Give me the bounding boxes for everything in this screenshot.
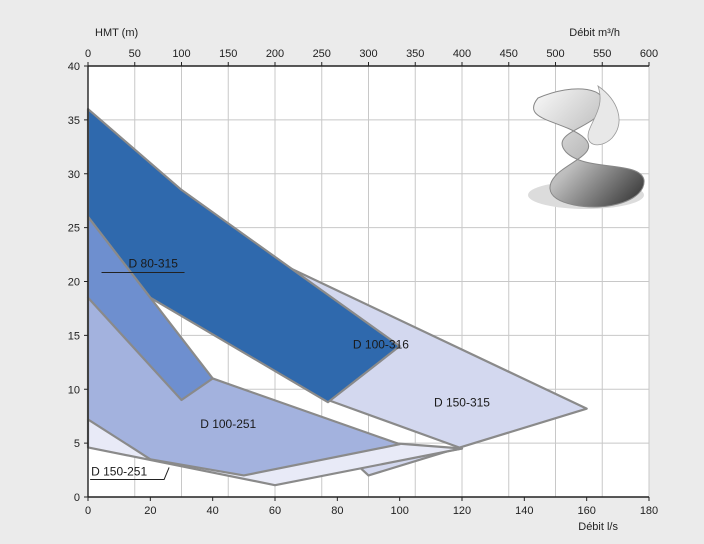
top-tick-label: 550 — [593, 48, 611, 60]
x-tick-label: 160 — [577, 505, 595, 517]
y-tick-label: 25 — [68, 223, 80, 235]
x-tick-label: 80 — [331, 505, 343, 517]
x-tick-label: 40 — [207, 505, 219, 517]
top-tick-label: 0 — [85, 48, 91, 60]
region-label-d-100-251: D 100-251 — [200, 417, 256, 431]
y-tick-label: 40 — [68, 61, 80, 73]
region-label-d-150-315: D 150-315 — [434, 395, 490, 409]
y-tick-label: 5 — [74, 438, 80, 450]
x-tick-label: 100 — [390, 505, 408, 517]
y-tick-label: 15 — [68, 330, 80, 342]
top-tick-label: 150 — [219, 48, 237, 60]
region-label-d-100-316: D 100-316 — [353, 337, 409, 351]
top-tick-label: 200 — [266, 48, 284, 60]
callout-line — [90, 467, 170, 480]
impeller-blade-tip — [587, 84, 620, 146]
x-tick-label: 180 — [640, 505, 658, 517]
top-tick-label: 100 — [172, 48, 190, 60]
top-tick-label: 300 — [359, 48, 377, 60]
region-label-d-80-315: D 80-315 — [129, 256, 179, 270]
top-axis-title: Débit m³/h — [569, 27, 620, 39]
top-tick-label: 600 — [640, 48, 658, 60]
y-tick-label: 10 — [68, 384, 80, 396]
top-tick-label: 250 — [313, 48, 331, 60]
top-tick-label: 50 — [129, 48, 141, 60]
impeller-image — [528, 84, 645, 209]
y-tick-label: 35 — [68, 115, 80, 127]
x-tick-label: 60 — [269, 505, 281, 517]
region-labels: D 150-315 D 100-316 D 150-251 D 100-251 D 80… — [90, 256, 490, 480]
x-tick-label: 140 — [515, 505, 533, 517]
top-tick-label: 450 — [500, 48, 518, 60]
top-tick-label: 500 — [546, 48, 564, 60]
y-tick-label: 30 — [68, 169, 80, 181]
x-axis-title: Débit l/s — [578, 521, 618, 533]
top-tick-label: 350 — [406, 48, 424, 60]
top-tick-label: 400 — [453, 48, 471, 60]
region-label-d-150-251: D 150-251 — [91, 464, 147, 478]
pump-regions — [86, 107, 588, 487]
y-tick-label: 0 — [74, 492, 80, 504]
x-tick-label: 0 — [85, 505, 91, 517]
y-axis-title: HMT (m) — [95, 27, 138, 39]
y-tick-label: 20 — [68, 277, 80, 289]
x-tick-label: 120 — [453, 505, 471, 517]
x-tick-label: 20 — [144, 505, 156, 517]
